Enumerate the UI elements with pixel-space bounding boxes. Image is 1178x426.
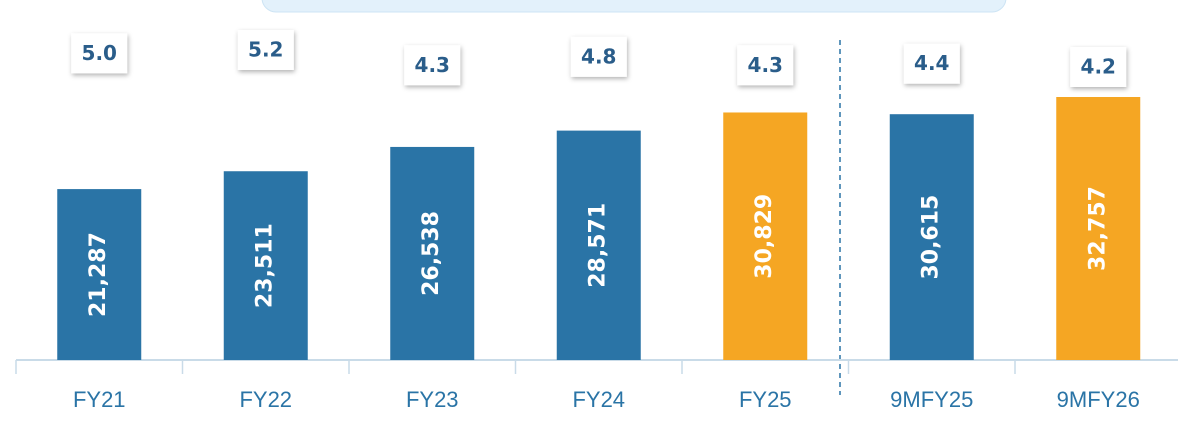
bar [223, 171, 308, 360]
annotation-label: 4.3 [748, 53, 783, 77]
x-tick-label: FY25 [739, 387, 792, 412]
x-tick-label: 9MFY26 [1057, 387, 1140, 412]
annotation-box [737, 45, 794, 86]
annotation-label: 5.2 [248, 38, 283, 62]
x-tick-label: FY24 [572, 387, 625, 412]
annotation-label: 5.0 [82, 41, 117, 65]
annotation-box [903, 43, 960, 84]
annotation-box [404, 45, 461, 86]
annotation-label: 4.2 [1081, 55, 1116, 79]
bar-value-label: 23,511 [253, 223, 278, 308]
bar-value-label: 30,615 [919, 195, 944, 280]
bar [57, 189, 142, 360]
annotation-box [237, 30, 294, 70]
annotation-box [570, 36, 627, 77]
x-tick-label: 9MFY25 [890, 387, 973, 412]
bar-value-label: 28,571 [586, 203, 611, 288]
annotation-label: 4.8 [581, 44, 616, 68]
bar-value-label: 32,757 [1085, 186, 1110, 271]
bar-value-label: 21,287 [86, 232, 111, 317]
annotation-label: 4.4 [914, 51, 949, 75]
x-tick-label: FY23 [406, 387, 459, 412]
bar-value-label: 30,829 [752, 194, 777, 279]
annotation-box [71, 33, 128, 74]
header-banner [261, 0, 1007, 13]
bar [1056, 97, 1141, 360]
bar-value-label: 26,538 [419, 211, 444, 296]
bar [889, 114, 974, 361]
x-tick-label: FY21 [73, 387, 126, 412]
bar [556, 130, 641, 360]
annotation-label: 4.3 [415, 53, 450, 77]
bar [723, 112, 808, 361]
annotation-box [1070, 47, 1127, 87]
bar [390, 146, 475, 360]
x-tick-label: FY22 [239, 387, 292, 412]
